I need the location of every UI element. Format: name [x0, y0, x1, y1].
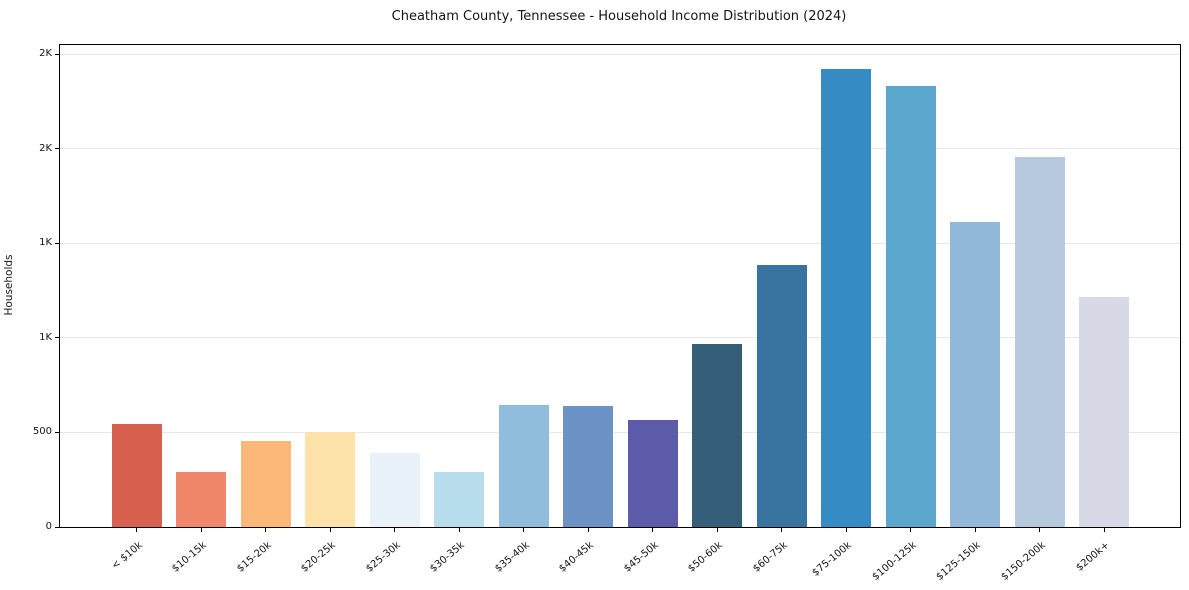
y-tick-label: 2K — [39, 48, 52, 60]
y-tick-label: 500 — [32, 426, 52, 438]
bar — [498, 405, 549, 527]
x-tick-mark — [1039, 527, 1040, 532]
bar — [821, 69, 871, 527]
bar — [176, 471, 226, 527]
bar — [1014, 157, 1065, 527]
x-tick-mark — [136, 527, 137, 532]
x-tick-mark — [200, 527, 202, 532]
x-tick-mark — [329, 527, 331, 532]
y-gridline — [60, 431, 1180, 433]
x-tick-mark — [910, 527, 911, 532]
x-tick-mark — [265, 527, 266, 532]
bar — [111, 424, 162, 527]
bar — [627, 419, 678, 527]
x-tick-mark — [781, 527, 782, 532]
y-tick-mark — [55, 53, 59, 55]
y-axis-label: Households — [3, 254, 15, 316]
bar — [1079, 297, 1129, 527]
x-tick-mark — [587, 527, 589, 532]
y-tick-mark — [55, 148, 59, 150]
y-tick-mark — [55, 337, 59, 339]
y-gridline — [60, 337, 1180, 339]
bar — [885, 85, 936, 527]
plot-area: 0 500 1K 1K 2K 2K < $10k $10-15k $15-20k $20-25k $… — [33, 44, 1181, 583]
bar — [369, 452, 420, 527]
bar — [692, 343, 742, 527]
y-tick-label: 1K — [39, 237, 52, 249]
x-tick-mark — [845, 527, 847, 532]
bar — [563, 406, 613, 527]
x-tick-mark — [716, 527, 718, 532]
bar — [434, 472, 484, 527]
y-tick-label: 0 — [45, 521, 52, 532]
y-gridline — [60, 148, 1180, 150]
y-tick-mark — [55, 526, 59, 528]
bar — [756, 265, 807, 527]
y-tick-mark — [55, 431, 59, 433]
bar — [240, 441, 291, 527]
x-tick-mark — [394, 527, 395, 532]
y-gridline — [60, 53, 1180, 55]
y-tick-mark — [55, 242, 59, 244]
x-tick-mark — [523, 527, 524, 532]
chart-title: Cheatham County, Tennessee - Household I… — [391, 9, 847, 24]
y-tick-label: 2K — [39, 142, 52, 154]
x-tick-mark — [458, 527, 460, 532]
x-tick-label: < $10k — [109, 539, 145, 572]
x-tick-mark — [1103, 527, 1105, 532]
y-gridline — [60, 242, 1180, 244]
x-tick-mark — [652, 527, 653, 532]
bar — [950, 222, 1000, 527]
bar — [305, 431, 355, 527]
y-tick-label: 1K — [39, 331, 52, 343]
x-tick-mark — [974, 527, 976, 532]
